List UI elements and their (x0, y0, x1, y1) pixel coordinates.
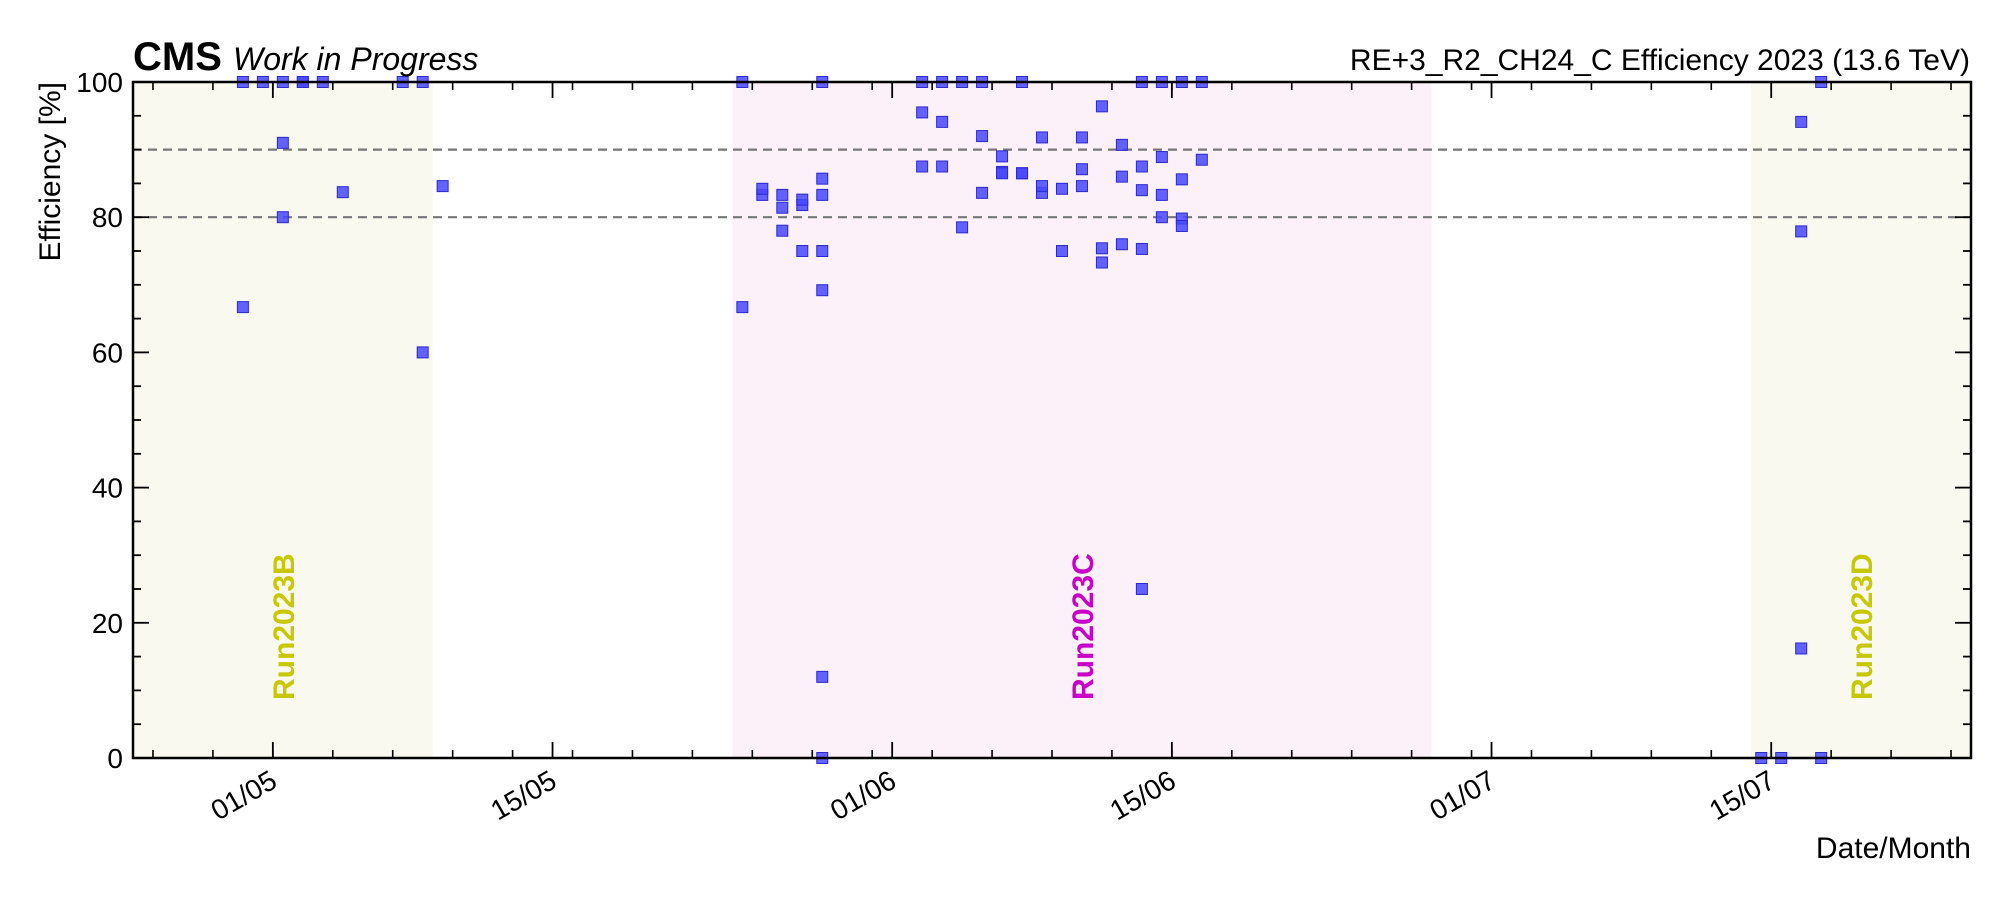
run-band (133, 82, 433, 758)
data-point (1795, 642, 1808, 655)
x-axis-title: Date/Month (1816, 832, 1971, 865)
work-status: Work in Progress (233, 41, 478, 77)
x-tick-labels: 01/05 15/05 01/06 15/06 01/07 15/07 (206, 764, 1781, 826)
data-point (1095, 242, 1108, 255)
x-tick-label: 15/05 (485, 764, 561, 826)
x-tick-label: 01/06 (825, 764, 901, 826)
data-point (1155, 211, 1168, 224)
data-point (936, 160, 949, 173)
x-tick-label: 15/06 (1105, 764, 1181, 826)
reference-lines (133, 148, 1971, 219)
data-point (1036, 180, 1049, 193)
y-tick-label: 60 (92, 337, 123, 368)
data-point (776, 224, 789, 237)
data-point (1155, 151, 1168, 164)
run-bands (133, 82, 1971, 758)
y-axis-title: Efficiency [%] (34, 82, 67, 262)
x-tick-label: 01/05 (206, 764, 282, 826)
data-point (1075, 180, 1088, 193)
data-point (416, 346, 429, 359)
data-point (816, 188, 829, 201)
data-point (1195, 153, 1208, 166)
axis-ticks (133, 81, 1971, 759)
data-point (736, 301, 749, 314)
run-band (732, 82, 1432, 758)
data-point (816, 245, 829, 257)
data-point (816, 172, 829, 185)
data-point (816, 670, 829, 683)
data-point (796, 245, 809, 257)
data-point (796, 193, 809, 206)
data-point (816, 284, 829, 297)
data-point (1075, 131, 1088, 144)
data-point (236, 301, 249, 314)
y-tick-label: 40 (92, 473, 123, 504)
data-point (776, 188, 789, 201)
data-point (1795, 115, 1808, 128)
x-tick-label: 01/07 (1424, 764, 1500, 826)
run-label: Run2023D (1846, 553, 1879, 700)
y-tick-label: 80 (92, 202, 123, 233)
data-point (436, 180, 449, 193)
data-point (276, 211, 289, 224)
run-label: Run2023C (1067, 553, 1100, 700)
data-point (1115, 238, 1128, 251)
data-point (1175, 219, 1188, 232)
data-point (756, 182, 769, 195)
data-point (1135, 160, 1148, 173)
data-point (1055, 245, 1068, 257)
data-point (1155, 188, 1168, 201)
data-point (1115, 170, 1128, 183)
y-tick-label: 0 (107, 743, 123, 774)
data-point (1795, 225, 1808, 238)
run-label: Run2023B (268, 553, 301, 700)
y-tick-label: 20 (92, 608, 123, 639)
data-point (776, 201, 789, 214)
data-point (1135, 583, 1148, 595)
data-point (996, 150, 1009, 163)
data-point (956, 221, 969, 234)
y-tick-label: 100 (76, 67, 123, 98)
data-point (1036, 131, 1049, 144)
data-point (936, 115, 949, 128)
y-tick-labels: 0 20 40 60 80 100 (76, 67, 123, 774)
data-point (1115, 138, 1128, 151)
data-point (1135, 184, 1148, 197)
data-point (976, 186, 989, 199)
data-point (1095, 256, 1108, 269)
data-point (916, 160, 929, 173)
data-point (1175, 173, 1188, 186)
data-point (976, 130, 989, 143)
data-point (996, 167, 1009, 180)
data-point (916, 106, 929, 119)
cms-brand: CMS (133, 35, 222, 79)
data-point (1135, 242, 1148, 255)
data-point (1016, 167, 1029, 180)
data-point (336, 186, 349, 199)
data-point (1075, 163, 1088, 176)
data-point (1095, 100, 1108, 113)
run-band (1751, 82, 1971, 758)
chart-title: RE+3_R2_CH24_C Efficiency 2023 (13.6 TeV… (1350, 44, 1970, 77)
data-point (1055, 182, 1068, 195)
data-point (276, 136, 289, 149)
run-labels: Run2023B Run2023C Run2023D (268, 553, 1879, 700)
x-tick-label: 15/07 (1704, 764, 1780, 826)
